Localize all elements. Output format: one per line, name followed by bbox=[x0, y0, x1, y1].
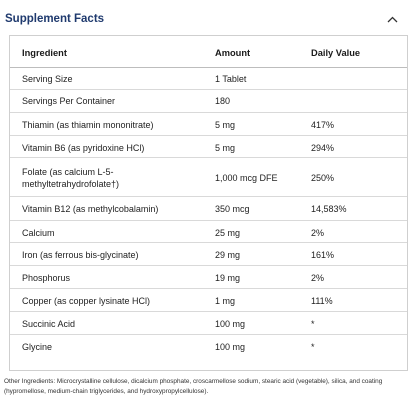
header-amount: Amount bbox=[215, 48, 251, 58]
amount-cell: 1 Tablet bbox=[215, 74, 247, 84]
daily-value-cell: 161% bbox=[311, 250, 335, 260]
table-row: Folate (as calcium L-5- methyltetrahydro… bbox=[10, 158, 407, 197]
amount-cell: 100 mg bbox=[215, 342, 246, 352]
table-row: Copper (as copper lysinate HCl) 1 mg 111… bbox=[10, 289, 407, 312]
ingredient-cell: Copper (as copper lysinate HCl) bbox=[22, 296, 151, 306]
amount-cell: 350 mcg bbox=[215, 204, 250, 214]
ingredient-cell: Vitamin B12 (as methylcobalamin) bbox=[22, 204, 159, 214]
ingredient-cell: Phosphorus bbox=[22, 273, 71, 283]
panel-header: Supplement Facts bbox=[0, 0, 416, 40]
daily-value-cell: * bbox=[311, 319, 315, 329]
table-row: Servings Per Container 180 bbox=[10, 90, 407, 113]
daily-value-cell: 111% bbox=[311, 296, 333, 306]
daily-value-cell: 14,583% bbox=[311, 204, 347, 214]
table-row: Thiamin (as thiamin mononitrate) 5 mg 41… bbox=[10, 113, 407, 136]
daily-value-cell: 2% bbox=[311, 273, 325, 283]
ingredient-cell: Iron (as ferrous bis-glycinate) bbox=[22, 250, 139, 260]
daily-value-cell: 250% bbox=[311, 173, 335, 183]
other-ingredients-note: Other Ingredients: Microcrystalline cell… bbox=[4, 378, 383, 395]
daily-value-cell: * bbox=[311, 342, 315, 352]
table-header-row: Ingredient Amount Daily Value bbox=[10, 36, 407, 68]
table-row: Phosphorus 19 mg 2% bbox=[10, 266, 407, 289]
amount-cell: 180 bbox=[215, 96, 231, 106]
ingredient-cell: Serving Size bbox=[22, 74, 73, 84]
header-daily-value: Daily Value bbox=[311, 48, 361, 58]
table-row: Calcium 25 mg 2% bbox=[10, 221, 407, 243]
daily-value-cell: 2% bbox=[311, 228, 325, 238]
table-row: Iron (as ferrous bis-glycinate) 29 mg 16… bbox=[10, 243, 407, 266]
table-row: Serving Size 1 Tablet bbox=[10, 68, 407, 90]
table-row: Succinic Acid 100 mg * bbox=[10, 312, 407, 335]
daily-value-cell: 294% bbox=[311, 143, 335, 153]
ingredient-cell: Glycine bbox=[22, 342, 53, 352]
ingredient-cell: Thiamin (as thiamin mononitrate) bbox=[22, 120, 154, 130]
ingredient-cell-line2: methyltetrahydrofolate†) bbox=[22, 179, 120, 189]
ingredient-cell: Succinic Acid bbox=[22, 319, 76, 329]
ingredient-cell: Servings Per Container bbox=[22, 96, 116, 106]
panel-title: Supplement Facts bbox=[5, 13, 105, 25]
ingredient-cell: Calcium bbox=[22, 228, 55, 238]
chevron-up-icon bbox=[387, 16, 398, 23]
header-ingredient: Ingredient bbox=[22, 48, 67, 58]
ingredient-cell: Vitamin B6 (as pyridoxine HCl) bbox=[22, 143, 145, 153]
amount-cell: 25 mg bbox=[215, 228, 241, 238]
table-row: Glycine 100 mg * bbox=[10, 335, 407, 370]
supplement-facts-table: Ingredient Amount Daily Value Serving Si… bbox=[9, 35, 408, 371]
amount-cell: 19 mg bbox=[215, 273, 241, 283]
amount-cell: 29 mg bbox=[215, 250, 241, 260]
table-row: Vitamin B6 (as pyridoxine HCl) 5 mg 294% bbox=[10, 136, 407, 158]
amount-cell: 1,000 mcg DFE bbox=[215, 173, 278, 183]
ingredient-cell-line1: Folate (as calcium L-5- bbox=[22, 167, 114, 177]
amount-cell: 5 mg bbox=[215, 143, 236, 153]
amount-cell: 100 mg bbox=[215, 319, 246, 329]
table-row: Vitamin B12 (as methylcobalamin) 350 mcg… bbox=[10, 197, 407, 221]
collapse-toggle-button[interactable] bbox=[383, 10, 403, 30]
amount-cell: 5 mg bbox=[215, 120, 236, 130]
daily-value-cell: 417% bbox=[311, 120, 335, 130]
amount-cell: 1 mg bbox=[215, 296, 236, 306]
